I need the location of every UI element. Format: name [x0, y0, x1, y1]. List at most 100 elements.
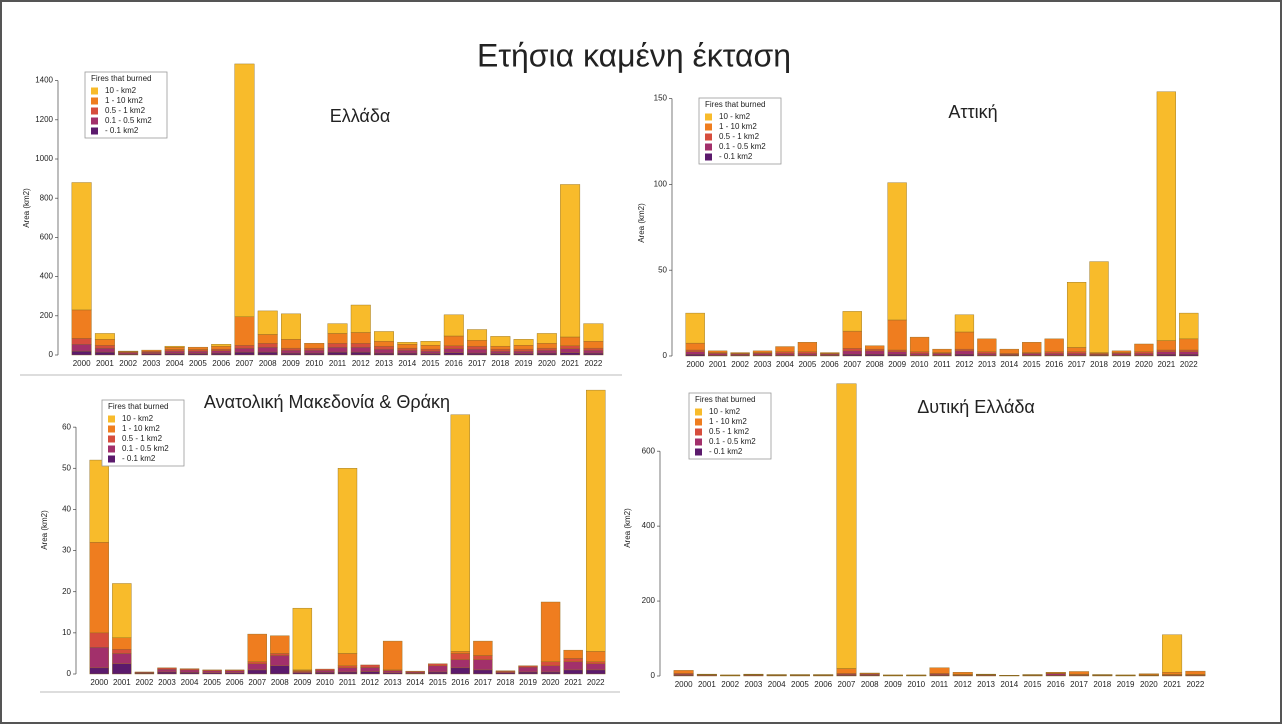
bar-segment: [536, 333, 557, 344]
bar-segment: [775, 351, 795, 354]
bar-segment: [374, 341, 394, 347]
bar-segment: [513, 350, 534, 354]
bar-segment: [350, 304, 371, 333]
x-tick-label: 2014: [398, 359, 416, 368]
x-tick-label: 2000: [90, 678, 108, 687]
x-tick-label: 2015: [429, 678, 447, 687]
bar-segment: [187, 350, 208, 354]
bar-segment: [685, 342, 705, 351]
bar-segment: [71, 338, 92, 345]
bar-segment: [752, 350, 773, 353]
y-axis-label: Area (km2): [40, 510, 49, 550]
x-tick-label: 2022: [1186, 680, 1204, 689]
bar-segment: [327, 333, 348, 344]
x-tick-label: 2022: [1180, 360, 1198, 369]
bar-segment: [583, 341, 604, 349]
legend-swatch: [705, 133, 712, 141]
y-tick-label: 600: [40, 233, 54, 242]
bar-segment: [71, 344, 92, 352]
bar-segment: [234, 316, 255, 346]
bar-segment: [71, 182, 92, 311]
bar-segment: [1066, 347, 1087, 352]
bar-segment: [859, 672, 880, 674]
legend-swatch: [108, 415, 115, 423]
bar-segment: [1111, 350, 1132, 353]
bar-segment: [257, 334, 278, 344]
bar-segment: [932, 353, 952, 356]
bar-segment: [887, 182, 907, 321]
legend-title: Fires that burned: [91, 74, 151, 83]
bar-segment: [94, 347, 115, 353]
bar-segment: [257, 310, 278, 335]
bar-segment: [420, 353, 441, 356]
bar-segment: [157, 671, 177, 675]
y-tick-label: 1200: [35, 115, 53, 124]
bar-segment: [304, 352, 325, 356]
bar-segment: [473, 655, 493, 660]
legend-title: Fires that burned: [705, 100, 765, 109]
legend-label: 1 - 10 km2: [105, 96, 143, 105]
y-tick-label: 600: [642, 446, 656, 455]
bar-segment: [89, 632, 109, 648]
bar-segment: [887, 319, 907, 351]
x-tick-label: 2007: [248, 678, 266, 687]
bar-segment: [586, 669, 606, 675]
bar-segment: [428, 665, 448, 673]
x-tick-label: 2005: [791, 680, 809, 689]
y-axis-label: Area (km2): [22, 188, 31, 228]
bar-segment: [708, 350, 728, 353]
bar-segment: [490, 345, 511, 350]
legend-label: 0.1 - 0.5 km2: [719, 142, 766, 151]
bar-segment: [518, 671, 538, 675]
bar-segment: [473, 669, 493, 675]
bar-segment: [1044, 338, 1064, 352]
bar-segment: [1044, 351, 1064, 354]
x-tick-label: 2016: [1045, 360, 1063, 369]
bar-segment: [405, 670, 425, 673]
bar-segment: [443, 348, 464, 353]
bar-segment: [842, 348, 862, 352]
x-tick-label: 2008: [861, 680, 879, 689]
bar-segment: [211, 350, 232, 354]
legend-label: 10 - km2: [719, 112, 751, 121]
bar-segment: [281, 339, 301, 349]
bar-segment: [420, 348, 441, 352]
bar-segment: [450, 659, 471, 669]
x-tick-label: 2001: [96, 359, 114, 368]
bar-segment: [977, 351, 997, 354]
bar-segment: [954, 354, 975, 357]
bar-segment: [797, 351, 818, 354]
y-tick-label: 50: [62, 463, 71, 472]
bar-segment: [382, 670, 403, 673]
bar-segment: [187, 349, 208, 352]
bar-segment: [685, 351, 705, 355]
bar-segment: [382, 640, 403, 671]
x-tick-label: 2007: [236, 359, 254, 368]
bar-segment: [865, 345, 885, 350]
x-tick-label: 2016: [1047, 680, 1065, 689]
bar-segment: [536, 352, 557, 356]
chart-title: Ελλάδα: [330, 106, 391, 126]
x-tick-label: 2004: [768, 680, 786, 689]
x-tick-label: 2017: [474, 678, 492, 687]
x-tick-label: 2000: [675, 680, 693, 689]
bar-segment: [337, 653, 358, 666]
bar-segment: [374, 348, 394, 354]
x-tick-label: 2019: [519, 678, 537, 687]
bar-segment: [211, 352, 232, 356]
bar-segment: [540, 661, 561, 666]
bar-segment: [1162, 672, 1183, 675]
bar-segment: [560, 352, 581, 356]
bar-segment: [513, 345, 534, 350]
y-tick-label: 1400: [35, 76, 53, 85]
x-tick-label: 2014: [1000, 360, 1018, 369]
bar-segment: [157, 668, 177, 673]
bar-segment: [820, 352, 840, 354]
bar-segment: [1156, 349, 1176, 352]
x-tick-label: 2004: [776, 360, 794, 369]
bar-segment: [1066, 353, 1087, 356]
bar-segment: [374, 345, 394, 350]
legend-swatch: [705, 123, 712, 131]
x-tick-label: 2010: [907, 680, 925, 689]
